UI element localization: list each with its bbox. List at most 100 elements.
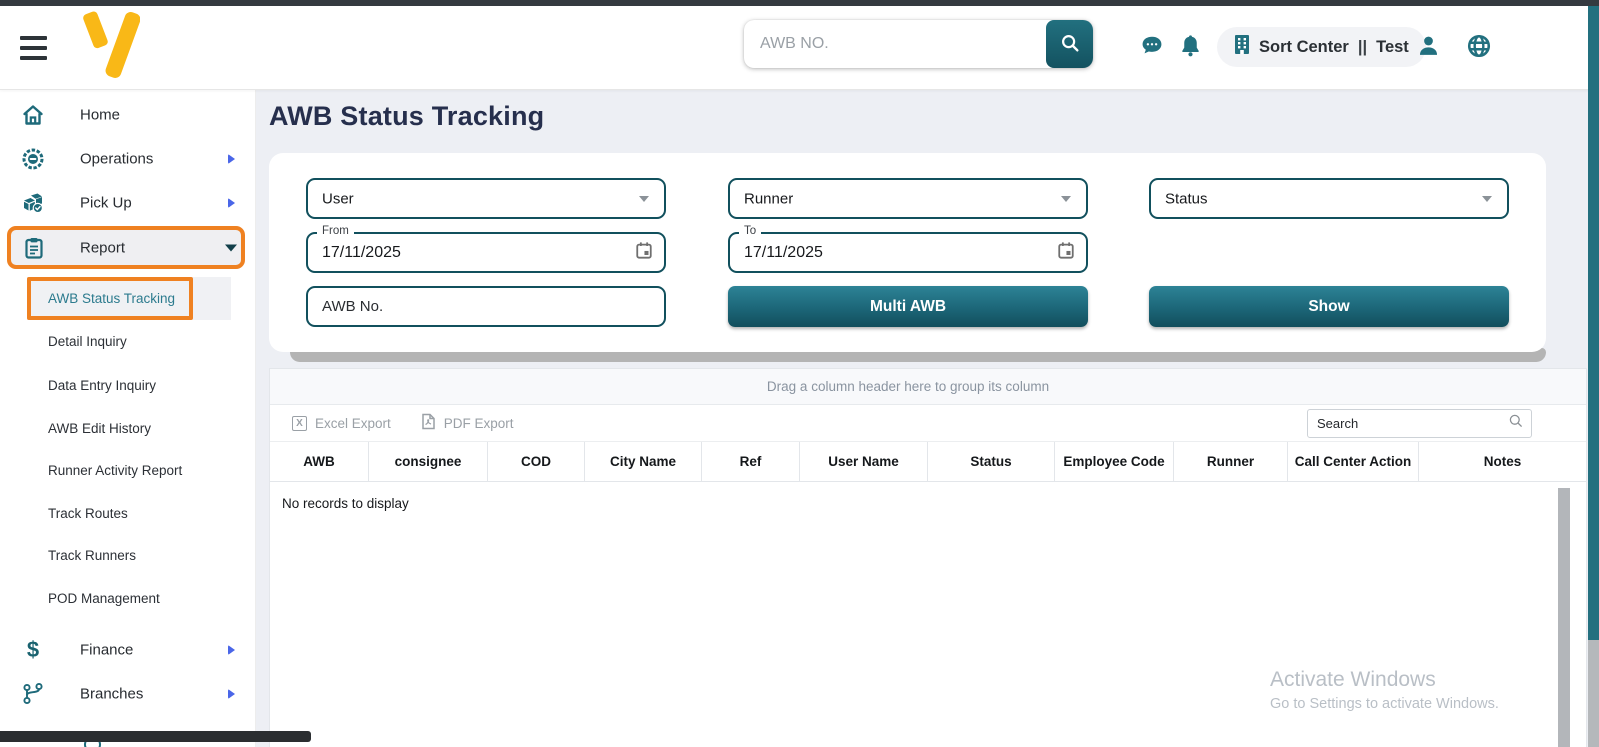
- column-header-call-center-action[interactable]: Call Center Action: [1288, 442, 1419, 481]
- sidebar-item-label: Finance: [80, 641, 134, 659]
- column-header-runner[interactable]: Runner: [1174, 442, 1288, 481]
- notifications-bell-icon[interactable]: [1178, 33, 1204, 59]
- hamburger-menu-icon[interactable]: [20, 36, 47, 60]
- multi-awb-button[interactable]: Multi AWB: [728, 286, 1088, 327]
- awb-quick-search: [744, 20, 1093, 68]
- home-icon: [21, 103, 45, 127]
- station-env: Test: [1376, 37, 1409, 56]
- column-header-notes[interactable]: Notes: [1483, 454, 1522, 469]
- date-to-label: To: [739, 225, 762, 237]
- page-scrollbar-thumb[interactable]: [1588, 6, 1599, 640]
- sidebar-item-label: Report: [80, 239, 126, 256]
- column-header-awb[interactable]: AWB: [270, 442, 369, 481]
- sidebar-subitem-awb-status-tracking[interactable]: AWB Status Tracking: [27, 277, 231, 320]
- pdf-export-label: PDF Export: [443, 415, 514, 431]
- awb-no-field: [306, 286, 666, 327]
- chevron-down-icon: [639, 195, 649, 202]
- sidebar-item-home[interactable]: Home: [0, 95, 255, 135]
- column-header-cod[interactable]: COD: [488, 442, 585, 481]
- sidebar-item-label: Pick Up: [80, 194, 132, 212]
- active-submenu-highlight: AWB Status Tracking: [27, 277, 193, 320]
- report-clipboard-icon: [22, 236, 46, 260]
- pickup-boxes-icon: [21, 191, 45, 215]
- horizontal-scrollbar-thumb[interactable]: [0, 731, 311, 742]
- chevron-down-icon: [1061, 195, 1071, 202]
- window-top-edge: [0, 0, 1599, 6]
- topbar: Sort Center || Test: [0, 6, 1599, 90]
- main-content: AWB Status Tracking User Runner Status F…: [256, 90, 1599, 747]
- column-header-status[interactable]: Status: [928, 442, 1055, 481]
- date-from-label: From: [317, 225, 354, 237]
- sidebar-subitem-awb-edit-history[interactable]: AWB Edit History: [48, 420, 152, 436]
- excel-export-label: Excel Export: [315, 415, 391, 431]
- sidebar-item-label: Branches: [80, 685, 144, 703]
- column-header-consignee[interactable]: consignee: [369, 442, 488, 481]
- submenu-item-label: AWB Status Tracking: [48, 291, 176, 306]
- empty-table-message: No records to display: [282, 496, 409, 511]
- sidebar-item-branches[interactable]: Branches: [0, 674, 255, 714]
- column-header-user-name[interactable]: User Name: [800, 442, 928, 481]
- runner-select-value: Runner: [744, 190, 794, 207]
- chat-icon[interactable]: [1139, 33, 1165, 59]
- excel-export-button[interactable]: X Excel Export: [292, 415, 391, 431]
- sidebar-item-operations[interactable]: Operations: [0, 139, 255, 179]
- sidebar: Home Operations: [0, 90, 256, 747]
- awb-no-input[interactable]: [308, 288, 664, 325]
- grid-search-input[interactable]: [1308, 416, 1508, 431]
- watermark-title: Activate Windows: [1270, 668, 1436, 691]
- grid-toolbar: X Excel Export PDF Export: [270, 405, 1586, 442]
- language-globe-icon[interactable]: [1466, 33, 1492, 59]
- results-grid: Drag a column header here to group its c…: [269, 368, 1587, 747]
- sidebar-item-finance[interactable]: $ Finance: [0, 630, 255, 670]
- filter-panel: User Runner Status From 17/11/2025: [269, 153, 1546, 352]
- sidebar-subitem-detail-inquiry[interactable]: Detail Inquiry: [48, 333, 127, 349]
- runner-select[interactable]: Runner: [728, 178, 1088, 219]
- user-select[interactable]: User: [306, 178, 666, 219]
- chevron-right-icon: [228, 154, 235, 164]
- station-badge[interactable]: Sort Center || Test: [1217, 27, 1426, 67]
- show-button[interactable]: Show: [1149, 286, 1509, 327]
- operations-badge-icon: [21, 147, 45, 171]
- building-icon: [1234, 35, 1250, 59]
- column-header-employee-code[interactable]: Employee Code: [1055, 442, 1174, 481]
- date-from-value: 17/11/2025: [322, 243, 401, 261]
- chevron-right-icon: [228, 689, 235, 699]
- page-title: AWB Status Tracking: [269, 101, 545, 131]
- calendar-icon[interactable]: [1057, 241, 1075, 265]
- excel-icon: X: [292, 415, 307, 431]
- column-header-city-name[interactable]: City Name: [585, 442, 702, 481]
- calendar-icon[interactable]: [635, 241, 653, 265]
- user-profile-icon[interactable]: [1416, 33, 1442, 59]
- station-separator: ||: [1357, 37, 1368, 56]
- status-select[interactable]: Status: [1149, 178, 1509, 219]
- branches-icon: [21, 682, 45, 706]
- pdf-export-button[interactable]: PDF Export: [421, 413, 514, 433]
- sidebar-item-report-active[interactable]: Report: [7, 226, 245, 269]
- sidebar-subitem-pod-management[interactable]: POD Management: [48, 590, 160, 606]
- sidebar-subitem-runner-activity-report[interactable]: Runner Activity Report: [48, 462, 183, 478]
- windows-activation-watermark: Activate Windows Go to Settings to activ…: [1270, 668, 1499, 712]
- chevron-down-icon: [1482, 195, 1492, 202]
- search-icon: [1508, 413, 1524, 434]
- date-to-field[interactable]: To 17/11/2025: [728, 225, 1088, 273]
- sidebar-subitem-track-routes[interactable]: Track Routes: [48, 505, 128, 521]
- search-button[interactable]: [1046, 20, 1093, 68]
- grid-search-box: [1307, 409, 1532, 438]
- date-to-value: 17/11/2025: [744, 243, 823, 261]
- sidebar-subitem-track-runners[interactable]: Track Runners: [48, 547, 137, 563]
- status-select-value: Status: [1165, 190, 1208, 207]
- dollar-icon: $: [26, 637, 40, 662]
- sidebar-item-label: Home: [80, 106, 121, 124]
- column-header-ref[interactable]: Ref: [702, 442, 800, 481]
- sidebar-item-label: Operations: [80, 150, 154, 168]
- awb-search-input[interactable]: [744, 20, 1046, 68]
- group-by-dropzone[interactable]: Drag a column header here to group its c…: [270, 369, 1586, 405]
- sidebar-subitem-data-entry-inquiry[interactable]: Data Entry Inquiry: [48, 377, 157, 393]
- sidebar-item-pickup[interactable]: Pick Up: [0, 183, 255, 223]
- app-logo[interactable]: [82, 10, 141, 89]
- date-from-field[interactable]: From 17/11/2025: [306, 225, 666, 273]
- chevron-right-icon: [228, 198, 235, 208]
- chevron-right-icon: [228, 645, 235, 655]
- table-scrollbar[interactable]: [1558, 488, 1570, 747]
